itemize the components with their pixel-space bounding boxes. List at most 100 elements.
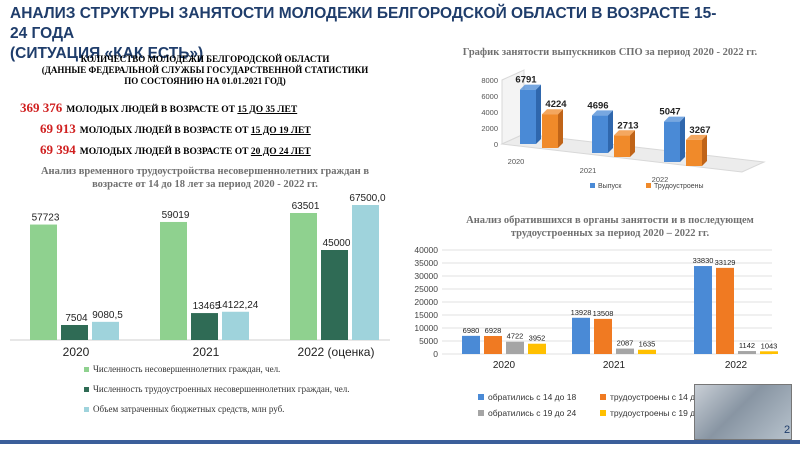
data-label: 4722 [507, 332, 524, 341]
legend-label: обратились с 14 до 18 [488, 392, 576, 402]
bar [528, 343, 546, 354]
stat-range: 20 ДО 24 ЛЕТ [250, 147, 311, 157]
data-label: 59019 [162, 210, 190, 221]
data-label: 57723 [32, 213, 60, 224]
stat-value: 369 376 [20, 100, 63, 115]
chart3-svg: 0 5000 10000 15000 20000 25000 30000 35000 40000… [414, 245, 778, 418]
data-label: 6791 [515, 75, 537, 86]
bar [160, 221, 187, 340]
bar [92, 321, 119, 340]
y-tick-label: 20000 [414, 297, 438, 307]
data-label: 4696 [587, 100, 608, 111]
video-thumbnail [694, 384, 792, 440]
legend-swatch [478, 410, 484, 416]
page-subtitle: (СИТУАЦИЯ «КАК ЕСТЬ») [10, 45, 204, 62]
bar-side [536, 84, 541, 144]
stat-range: 15 ДО 35 ЛЕТ [237, 105, 298, 115]
bar [462, 335, 480, 354]
source-note: КОЛИЧЕСТВО МОЛОДЕЖИ БЕЛГОРОДСКОЙ ОБЛАСТИ… [40, 54, 370, 87]
data-label: 1043 [761, 341, 778, 350]
data-label: 13508 [593, 309, 614, 318]
source-line-2: (ДАННЫЕ ФЕДЕРАЛЬНОЙ СЛУЖБЫ ГОСУДАРСТВЕНН… [41, 65, 369, 75]
data-label: 7504 [65, 313, 88, 324]
bar [760, 351, 778, 354]
data-label: 2087 [617, 339, 634, 348]
legend-swatch [646, 183, 651, 188]
bar-top [686, 134, 707, 140]
data-label: 67500,0 [349, 193, 386, 204]
legend-label: обратились с 19 до 24 [488, 408, 576, 418]
y-tick-label: 0 [433, 349, 438, 359]
legend-swatch [478, 394, 484, 400]
bar-side [630, 130, 635, 157]
bar [592, 115, 608, 153]
bar-side [608, 110, 613, 153]
page-number: 2 [784, 424, 791, 436]
stat-text: МОЛОДЫХ ЛЮДЕЙ В ВОЗРАСТЕ ОТ [79, 126, 251, 136]
y-tick-label: 8000 [481, 76, 498, 85]
bar [616, 348, 634, 354]
chart1-legend-item: Численность трудоустроенных несовершенно… [84, 384, 349, 394]
bar-side [558, 109, 563, 148]
data-label: 4224 [545, 99, 567, 110]
bar-side [680, 116, 685, 162]
chart2-svg: 0 2000 4000 6000 8000 6791 4224 2020 4696 2713 202… [481, 69, 766, 190]
category-label: 2022 (оценка) [298, 345, 375, 359]
page-title-main: АНАЛИЗ СТРУКТУРЫ ЗАНЯТОСТИ МОЛОДЕЖИ БЕЛГ… [10, 5, 717, 42]
chart1-title: Анализ временного трудоустройства несове… [40, 166, 370, 190]
category-label: 2021 [603, 360, 626, 371]
data-label: 63501 [292, 201, 320, 212]
source-line-1: КОЛИЧЕСТВО МОЛОДЕЖИ БЕЛГОРОДСКОЙ ОБЛАСТИ [80, 54, 330, 64]
y-tick-label: 25000 [414, 284, 438, 294]
bar [738, 351, 756, 354]
y-tick-label: 10000 [414, 323, 438, 333]
legend-label: трудоустроены с 19 до 24 [610, 408, 712, 418]
y-tick-label: 30000 [414, 271, 438, 281]
category-label: 2021 [193, 345, 220, 359]
legend-label: Выпуск [598, 183, 622, 190]
page-title: АНАЛИЗ СТРУКТУРЫ ЗАНЯТОСТИ МОЛОДЕЖИ БЕЛГ… [10, 4, 730, 64]
bar [594, 318, 612, 354]
bar-top [614, 130, 635, 136]
bar-top [592, 110, 613, 116]
legend-swatch [590, 183, 595, 188]
data-label: 13465 [193, 301, 221, 312]
chart2-title: График занятости выпускников СПО за пери… [462, 47, 758, 58]
data-label: 5047 [659, 107, 680, 118]
data-label: 2713 [617, 120, 638, 131]
bar [614, 135, 630, 157]
legend-label: Объем затраченных бюджетных средств, млн… [93, 404, 285, 414]
bar [506, 341, 524, 354]
chart1-legend-item: Численность несовершеннолетних граждан, … [84, 364, 280, 374]
data-label: 6980 [463, 326, 480, 335]
legend-swatch [600, 394, 606, 400]
legend-label: Трудоустроены [654, 183, 704, 190]
stat-row: 69 394 МОЛОДЫХ ЛЮДЕЙ В ВОЗРАСТЕ ОТ 20 ДО … [40, 142, 311, 158]
legend-swatch [600, 410, 606, 416]
y-tick-label: 2000 [481, 124, 498, 133]
bar-top [542, 109, 563, 115]
category-label: 2020 [63, 345, 90, 359]
bar [520, 89, 536, 144]
data-label: 33830 [693, 256, 714, 265]
category-label: 2022 [652, 175, 669, 184]
bar [694, 266, 712, 354]
bar [572, 317, 590, 354]
legend-swatch [84, 407, 89, 413]
bar [191, 313, 218, 340]
stat-text: МОЛОДЫХ ЛЮДЕЙ В ВОЗРАСТЕ ОТ [66, 105, 238, 115]
bar-top [520, 84, 541, 90]
bar [30, 224, 57, 340]
bar [290, 212, 317, 340]
bar [542, 114, 558, 148]
data-label: 33129 [715, 258, 736, 267]
bar [352, 205, 379, 340]
bar [716, 267, 734, 354]
stat-row: 369 376 МОЛОДЫХ ЛЮДЕЙ В ВОЗРАСТЕ ОТ 15 ДО… [20, 100, 297, 116]
y-tick-label: 6000 [481, 92, 498, 101]
bottom-divider [0, 440, 800, 444]
data-label: 9080,5 [92, 310, 123, 321]
stat-text: МОЛОДЫХ ЛЮДЕЙ В ВОЗРАСТЕ ОТ [79, 147, 251, 157]
data-label: 1635 [639, 340, 656, 349]
